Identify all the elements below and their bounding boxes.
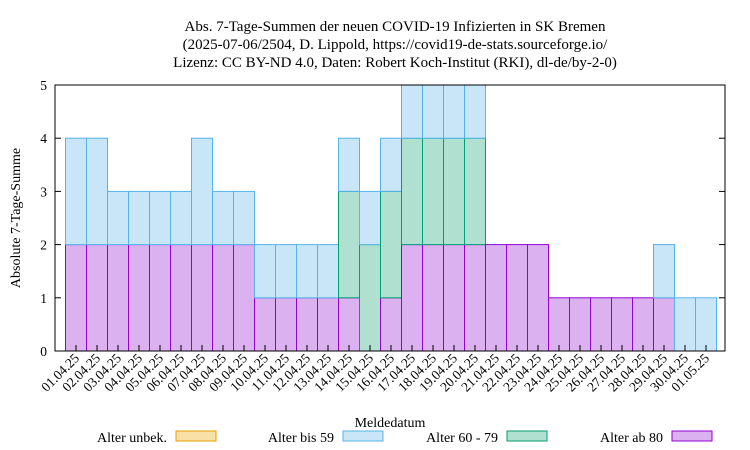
bar-segment [422,137,444,246]
legend-label: Alter 60 - 79 [426,431,498,446]
bar-segment [65,244,87,352]
bar-segment [128,190,150,246]
legend: Alter unbek. Alter bis 59 Alter 60 - 79 Alt… [97,430,713,446]
y-axis-label: Absolute 7-Tage-Summe [9,148,24,288]
bar-segment [233,244,255,352]
bar-segment [212,244,234,352]
bar-segment [611,297,633,352]
legend-label: Alter ab 80 [600,431,663,446]
bar-segment [107,244,129,352]
bars [65,84,717,352]
legend-swatch [671,430,713,442]
bar-segment [338,297,360,352]
bar-segment [86,137,108,246]
y-tick-label: 2 [40,238,47,253]
bar-segment [191,137,213,246]
legend-label: Alter unbek. [97,431,167,446]
bar-segment [380,297,402,352]
bar-segment [464,137,486,246]
bar-segment [128,244,150,352]
bar-segment [380,137,402,192]
y-tick-label: 5 [40,78,47,93]
bar-segment [443,244,465,352]
bar-segment [359,190,381,246]
chart-title-line-3: Lizenz: CC BY-ND 4.0, Daten: Robert Koch… [173,55,617,71]
bar-segment [149,244,171,352]
bar-segment [107,190,129,246]
bar-segment [422,84,444,139]
bar-segment [590,297,612,352]
bar-segment [86,244,108,352]
chart-title-line-2: (2025-07-06/2504, D. Lippold, https://co… [183,37,608,53]
bar-segment [170,190,192,246]
bar-segment [170,244,192,352]
legend-label: Alter bis 59 [268,431,334,446]
legend-swatch [342,430,384,442]
bar-segment [296,244,318,299]
bar-segment [443,137,465,246]
y-tick-label: 0 [40,344,47,359]
bar-segment [338,137,360,192]
legend-swatch [506,430,548,442]
x-axis-label: Meldedatum [355,416,426,431]
chart-title-line-1: Abs. 7-Tage-Summen der neuen COVID-19 In… [185,19,606,35]
y-axis: 0 1 2 3 4 5 [40,78,725,359]
bar-segment [653,297,675,352]
bar-segment [380,190,402,299]
bar-segment [338,190,360,299]
bar-segment [317,244,339,299]
bar-segment [464,84,486,139]
x-axis: 01.04.2502.04.2503.04.2504.04.2505.04.25… [38,345,712,395]
bar-segment [149,190,171,246]
bar-segment [548,297,570,352]
y-tick-label: 4 [40,131,47,146]
bar-segment [632,297,654,352]
legend-swatch [175,430,217,442]
bar-segment [464,244,486,352]
bar-segment [296,297,318,352]
bar-segment [485,244,507,352]
bar-segment [275,244,297,299]
bar-segment [317,297,339,352]
bar-segment [212,190,234,246]
bar-segment [422,244,444,352]
bar-segment [233,190,255,246]
bar-segment [401,244,423,352]
bar-segment [65,137,87,246]
bar-segment [569,297,591,352]
chart-title: Abs. 7-Tage-Summen der neuen COVID-19 In… [173,19,617,71]
y-tick-label: 1 [40,291,47,306]
bar-segment [527,244,549,352]
bar-segment [191,244,213,352]
bar-segment [359,244,381,352]
bar-segment [443,84,465,139]
y-tick-label: 3 [40,184,47,199]
bar-segment [254,244,276,299]
bar-segment [401,84,423,139]
bar-segment [695,297,717,352]
plot-frame [54,84,726,352]
bar-segment [275,297,297,352]
bar-segment [401,137,423,246]
bar-segment [254,297,276,352]
bar-segment [653,244,675,299]
bar-segment [506,244,528,352]
bar-segment [674,297,696,352]
